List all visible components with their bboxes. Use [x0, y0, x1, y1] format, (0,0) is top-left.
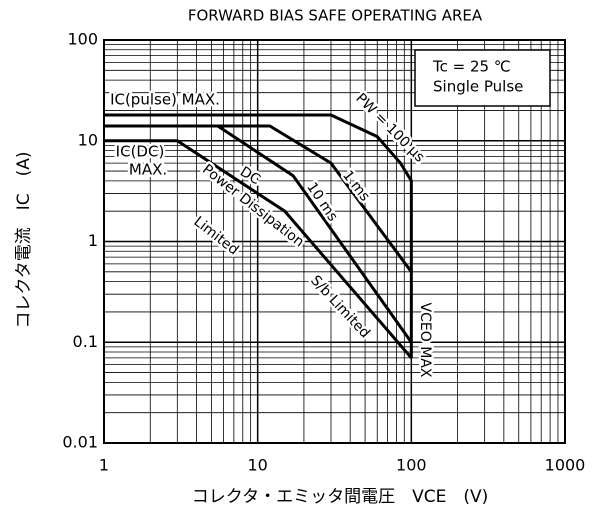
condition-text: Tc = 25 ℃ — [432, 58, 511, 76]
annotation: DC — [237, 164, 263, 189]
annotation: 1 ms — [339, 168, 373, 205]
x-tick-label: 1000 — [545, 456, 586, 475]
annotation: IC(pulse) MAX. — [110, 91, 220, 109]
x-tick-label: 10 — [247, 456, 267, 475]
y-tick-label: 10 — [78, 130, 98, 149]
y-tick-label: 0.01 — [62, 433, 98, 452]
series-line — [104, 113, 413, 358]
series-line — [104, 124, 413, 344]
annotation: VCEO MAX — [417, 303, 433, 378]
y-tick-label: 100 — [67, 30, 98, 49]
y-axis-label: コレクタ電流 IC (A) — [14, 151, 34, 328]
x-tick-label: 1 — [99, 456, 109, 475]
plot-frame — [103, 39, 566, 444]
condition-text: Single Pulse — [433, 78, 523, 96]
annotation: MAX. — [129, 161, 167, 179]
x-tick-label: 100 — [396, 456, 427, 475]
y-tick-label: 0.1 — [73, 332, 98, 351]
annotation: S/b Limited — [307, 273, 373, 342]
annotation: IC(DC) — [116, 143, 165, 161]
chart-title: FORWARD BIAS SAFE OPERATING AREA — [188, 7, 483, 25]
y-tick-label: 1 — [88, 231, 98, 250]
conditions-box — [414, 49, 551, 107]
x-axis-label: コレクタ・エミッタ間電圧 VCE (V) — [192, 487, 488, 507]
series-line — [104, 139, 413, 359]
